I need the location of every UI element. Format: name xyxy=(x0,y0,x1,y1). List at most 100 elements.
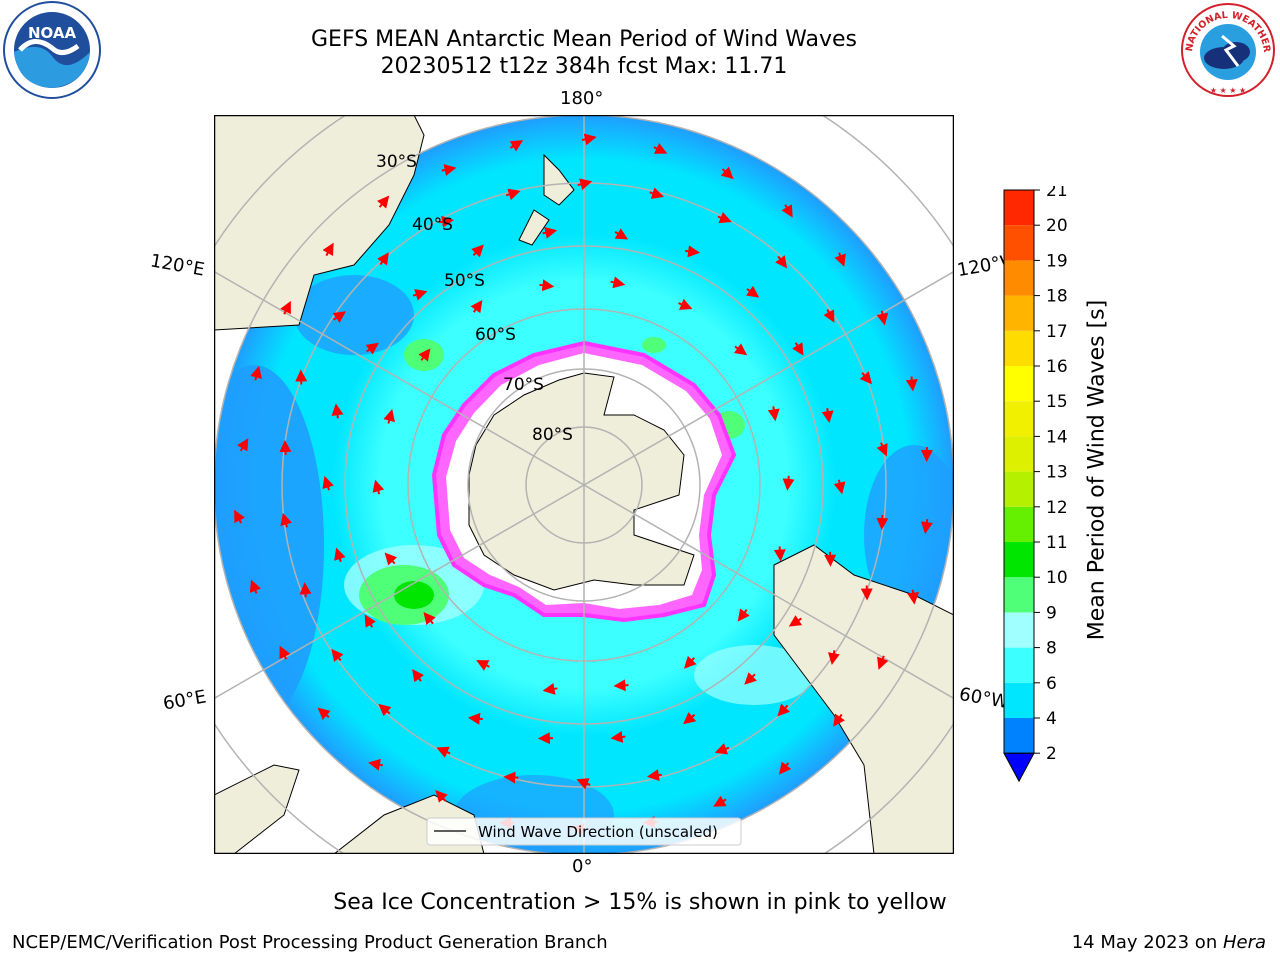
wind-wave-arrow xyxy=(470,300,483,314)
colorbar-segment xyxy=(1004,366,1034,402)
wind-wave-arrow xyxy=(717,211,732,224)
wind-wave-arrow xyxy=(777,703,790,717)
wind-wave-arrow xyxy=(781,204,793,218)
wind-wave-arrow xyxy=(685,245,701,258)
colorbar-segment xyxy=(1004,295,1034,331)
wind-wave-arrow xyxy=(365,342,379,355)
wind-wave-arrow xyxy=(280,300,291,315)
wind-wave-arrow xyxy=(435,789,448,803)
wind-wave-arrow xyxy=(581,133,597,146)
svg-text:NOAA: NOAA xyxy=(28,24,77,42)
colorbar-tick-label: 15 xyxy=(1046,392,1068,412)
wind-wave-arrow xyxy=(678,298,693,310)
wind-wave-arrow xyxy=(332,311,347,323)
wind-wave-arrow xyxy=(377,252,389,266)
lat-label-60s: 60°S xyxy=(475,325,516,345)
lon-label-120e: 120°E xyxy=(148,250,207,281)
wind-wave-arrow xyxy=(503,771,519,784)
wind-wave-arrow xyxy=(833,479,846,495)
colorbar-tick-label: 16 xyxy=(1046,357,1068,377)
wind-wave-arrow xyxy=(877,655,889,670)
colorbar-tick-label: 20 xyxy=(1046,216,1068,236)
colorbar-tick-label: 12 xyxy=(1046,498,1068,518)
wind-wave-arrow xyxy=(368,758,383,771)
wind-wave-arrow xyxy=(334,547,346,563)
lon-label-60e: 60°E xyxy=(161,686,208,715)
wind-wave-arrow xyxy=(372,479,385,495)
wind-wave-arrow xyxy=(250,365,262,381)
wind-wave-arrow xyxy=(782,475,795,491)
wind-wave-arrow xyxy=(614,228,629,240)
footer-date-text: 14 May 2023 on xyxy=(1071,932,1223,953)
lat-label-30s: 30°S xyxy=(376,152,417,172)
colorbar-tick-label: 6 xyxy=(1046,674,1057,694)
wind-wave-arrow xyxy=(471,244,484,258)
madagascar-land xyxy=(214,764,300,854)
nws-logo: NATIONAL WEATHER SERVICE ★ ★ ★ ★ xyxy=(1178,0,1275,97)
wind-wave-arrow xyxy=(383,409,395,424)
wind-wave-arrow xyxy=(713,795,727,807)
colorbar-tick-label: 19 xyxy=(1046,251,1068,271)
wind-wave-arrow xyxy=(476,660,490,671)
wind-wave-arrow xyxy=(234,509,246,524)
wind-wave-arrow xyxy=(792,342,804,356)
wind-wave-arrow xyxy=(249,579,262,594)
wind-wave-arrow xyxy=(775,255,788,269)
colorbar-segment xyxy=(1004,506,1034,542)
wind-wave-arrow xyxy=(920,518,933,534)
wind-wave-arrow xyxy=(322,242,334,257)
lat-label-50s: 50°S xyxy=(444,271,485,291)
wind-wave-arrow xyxy=(441,164,457,176)
lon-label-0: 0° xyxy=(572,856,593,877)
wind-wave-arrow xyxy=(467,712,483,725)
wind-wave-arrow xyxy=(737,608,750,622)
wind-wave-arrow xyxy=(412,289,428,301)
colorbar-segment xyxy=(1004,577,1034,613)
wind-wave-arrow xyxy=(299,582,312,598)
wind-wave-arrow xyxy=(378,703,392,717)
wind-wave-arrow xyxy=(577,178,593,191)
wind-wave-arrow xyxy=(821,408,834,424)
lat-label-80s: 80°S xyxy=(532,425,573,445)
wind-wave-arrow xyxy=(322,475,334,491)
colorbar-extend-triangle xyxy=(1003,752,1035,783)
map-subtitle: 20230512 t12z 384h fcst Max: 11.71 xyxy=(380,54,788,79)
colorbar-segment xyxy=(1004,682,1034,718)
colorbar-segment xyxy=(1004,260,1034,296)
footer-credit: NCEP/EMC/Verification Post Processing Pr… xyxy=(12,932,608,953)
wind-wave-arrow xyxy=(744,672,758,685)
colorbar-tick-label: 13 xyxy=(1046,463,1068,483)
wind-wave-arrow xyxy=(823,309,835,323)
wind-wave-arrow xyxy=(646,769,662,782)
colorbar-tick-label: 11 xyxy=(1046,533,1068,553)
wind-wave-arrow xyxy=(773,546,786,562)
colorbar-tick-label: 18 xyxy=(1046,287,1068,307)
colorbar-tick-label: 17 xyxy=(1046,322,1068,342)
colorbar-segment xyxy=(1004,330,1034,366)
wind-wave-arrow xyxy=(412,668,425,683)
wind-wave-arrow xyxy=(279,645,291,660)
wind-wave-arrow xyxy=(876,514,889,530)
wind-wave-arrow xyxy=(778,761,792,775)
new-zealand-land xyxy=(518,153,575,246)
wind-wave-arrow xyxy=(418,348,431,362)
wind-wave-arrow xyxy=(364,614,376,628)
wind-wave-arrow xyxy=(237,438,249,452)
wind-wave-arrow xyxy=(539,279,555,292)
footer-date: 14 May 2023 on Hera xyxy=(1072,932,1266,953)
wind-wave-arrow xyxy=(280,512,292,528)
map-legend: Wind Wave Direction (unscaled) xyxy=(426,817,742,846)
colorbar-segment xyxy=(1004,542,1034,578)
wind-wave-arrow xyxy=(384,552,398,566)
colorbar: 2 4 6 8 9 10 11 12 13 14 15 16 17 18 19 20 21 xyxy=(1003,186,1068,783)
wind-wave-arrow xyxy=(610,276,626,289)
colorbar-tick-label: 10 xyxy=(1046,568,1068,588)
sea-ice-note: Sea Ice Concentration > 15% is shown in … xyxy=(333,890,947,915)
wind-wave-arrow xyxy=(505,188,521,201)
map-title: GEFS MEAN Antarctic Mean Period of Wind … xyxy=(311,27,857,52)
wind-wave-arrow xyxy=(876,310,889,326)
colorbar-segment xyxy=(1004,401,1034,437)
polar-map: 30°S 40°S 50°S 60°S 70°S 80°S Wind Wave … xyxy=(214,115,954,854)
wind-wave-arrow xyxy=(436,746,451,758)
colorbar-segment xyxy=(1004,190,1034,226)
